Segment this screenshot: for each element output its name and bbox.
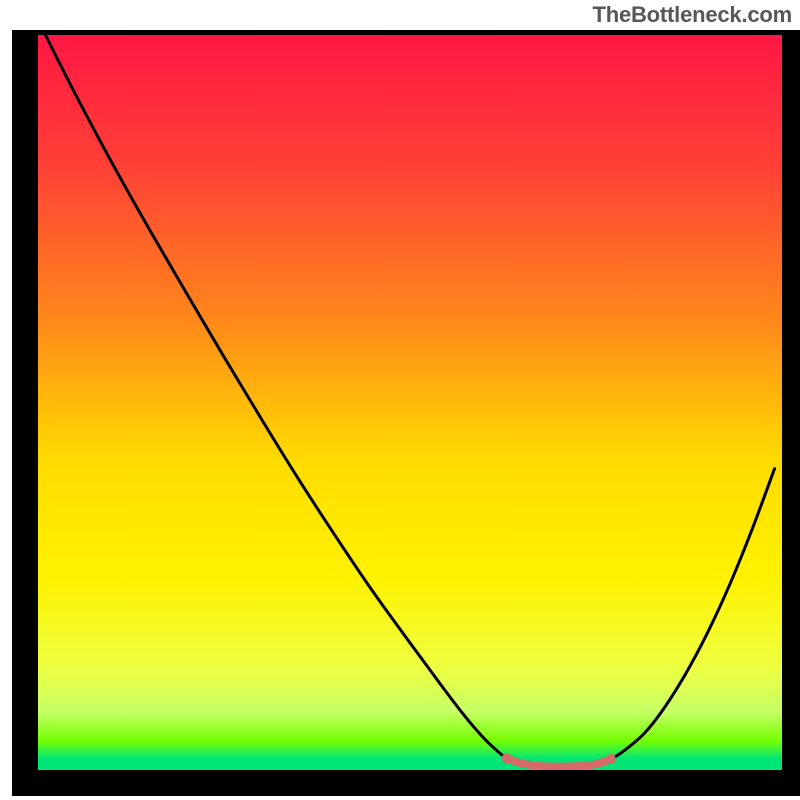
optimal-range-start-marker	[502, 753, 512, 763]
watermark-text: TheBottleneck.com	[592, 2, 792, 28]
plot-background	[38, 35, 782, 770]
optimal-range-end-marker	[606, 754, 616, 764]
bottleneck-chart	[0, 30, 800, 800]
